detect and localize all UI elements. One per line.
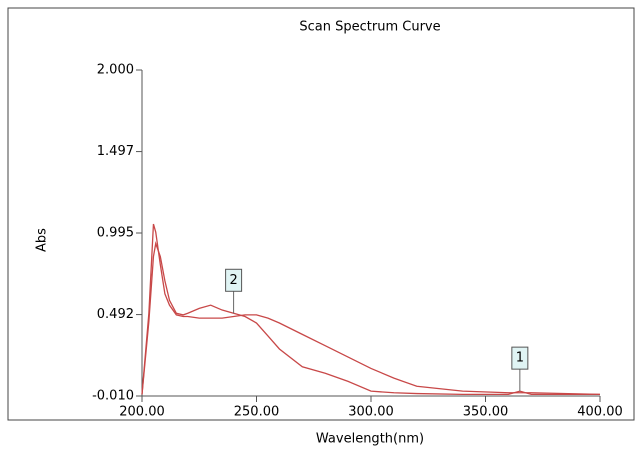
y-tick-label: 0.995 — [97, 226, 134, 241]
x-tick-label: 250.00 — [234, 405, 280, 420]
marker-box — [511, 346, 529, 370]
y-tick-label: 1.497 — [97, 144, 134, 159]
x-tick-label: 200.00 — [119, 405, 165, 420]
x-tick-label: 300.00 — [348, 405, 394, 420]
marker-box — [225, 268, 243, 292]
frame — [7, 7, 635, 421]
chart-title: Scan Spectrum Curve — [299, 20, 440, 35]
x-tick-label: 350.00 — [463, 405, 509, 420]
y-tick-label: 0.492 — [97, 307, 134, 322]
x-axis-label: Wavelength(nm) — [316, 432, 424, 447]
spectrum-line — [141, 240, 600, 396]
y-tick-label: -0.010 — [92, 389, 134, 404]
x-tick-label: 400.00 — [577, 405, 623, 420]
spectrum-line — [141, 223, 601, 396]
marker-label: 2 — [229, 273, 237, 288]
marker-label: 1 — [516, 351, 524, 366]
y-axis-label: Abs — [35, 228, 50, 252]
y-tick-label: 2.000 — [97, 63, 134, 78]
